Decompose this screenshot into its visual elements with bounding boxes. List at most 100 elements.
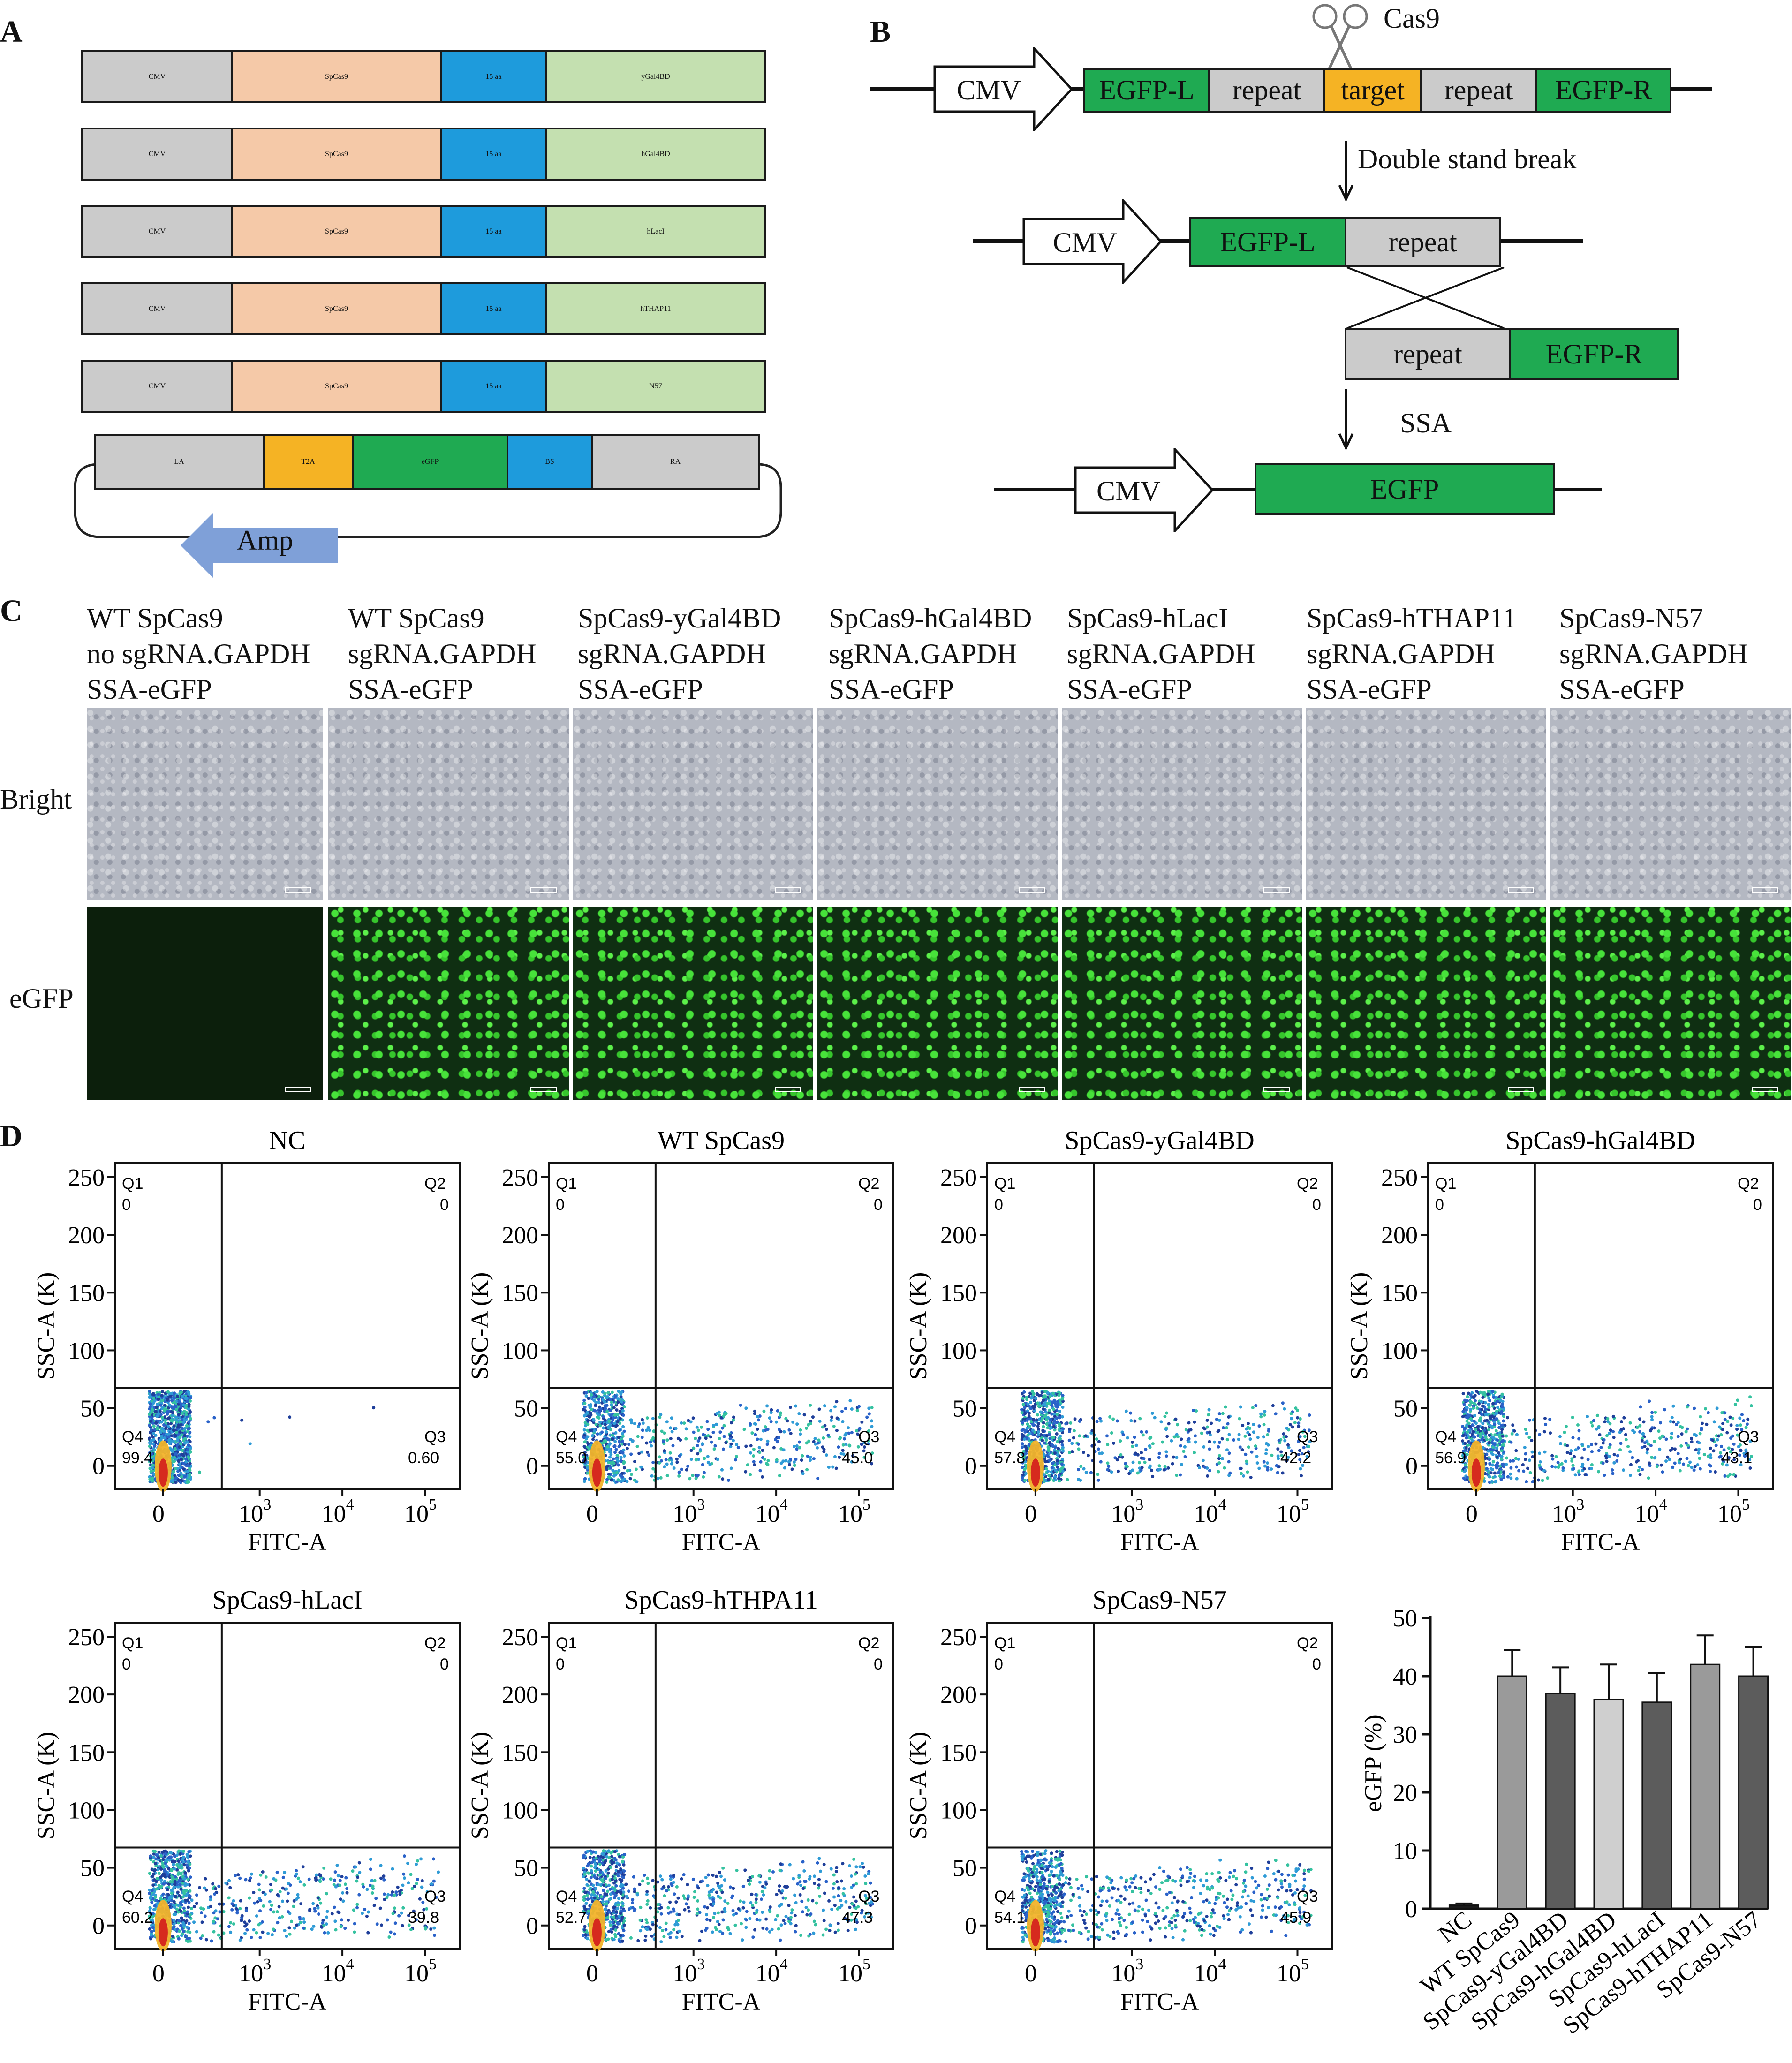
x-axis-label: FITC-A [682, 1988, 761, 2014]
x-tick-label: 104 [756, 1956, 788, 1987]
y-axis-label: SSC-A (K) [33, 1732, 60, 1840]
x-tick-label: 105 [1277, 1956, 1309, 1987]
x-axis-label: FITC-A [248, 1988, 327, 2014]
egfp-fluorescence-image [1550, 907, 1791, 1100]
bar [1738, 1675, 1769, 1910]
flow-plot-title: WT SpCas9 [658, 1126, 785, 1155]
y-tick-label: 100 [502, 1797, 538, 1824]
x-tick-label: 103 [239, 1956, 271, 1987]
density-dots [1461, 1390, 1753, 1492]
plot-frame [986, 1622, 1333, 1950]
quadrant-label: 0 [440, 1655, 449, 1673]
y-tick-label: 100 [1381, 1338, 1418, 1364]
quadrant-label: Q2 [1738, 1175, 1759, 1193]
panel-label-b: B [870, 15, 891, 49]
quadrant-label: 52.7 [556, 1909, 587, 1927]
construct-row: CMV SpCas9 15 aa hLacI [81, 205, 766, 258]
column-header: SpCas9-hLacI sgRNA.GAPDH SSA-eGFP [1067, 603, 1255, 705]
cas9-label: Cas9 [1384, 3, 1440, 34]
cmv-block: CMV [83, 129, 233, 179]
ssa-label: SSA [1400, 408, 1452, 438]
bright-field-image [573, 708, 813, 900]
flow-plot-title: SpCas9-N57 [1092, 1586, 1226, 1615]
bar [1448, 1904, 1479, 1910]
y-axis-label: SSC-A (K) [467, 1732, 493, 1840]
spcas9-block: SpCas9 [233, 52, 442, 101]
quadrant-label: Q2 [1297, 1175, 1318, 1193]
y-tick-label: 200 [68, 1222, 105, 1249]
quadrant-label: Q4 [122, 1888, 143, 1905]
cmv-promoter-arrow [933, 47, 1074, 131]
quadrant-label: 55.0 [556, 1449, 587, 1467]
y-tick-label: 0 [1406, 1453, 1418, 1480]
quadrant-label: Q2 [858, 1634, 879, 1652]
quadrant-label: 45.9 [1280, 1909, 1311, 1927]
x-axis-label: FITC-A [248, 1529, 327, 1555]
density-dots [582, 1390, 874, 1492]
bar-y-tick: 50 [1393, 1605, 1417, 1632]
construct-row: CMV SpCas9 15 aa yGal4BD [81, 50, 766, 103]
egfp-fluorescence-image [328, 907, 569, 1100]
y-tick-label: 0 [965, 1913, 977, 1940]
fusion-block: hGal4BD [547, 129, 764, 179]
x-tick-label: 105 [404, 1496, 437, 1527]
y-tick-label: 200 [502, 1222, 538, 1249]
quadrant-label: 0 [122, 1196, 131, 1214]
donor-construct: LA T2A eGFP BS RA [94, 434, 760, 490]
y-tick-label: 100 [940, 1338, 977, 1364]
x-tick-label: 103 [1552, 1496, 1584, 1527]
y-tick-label: 150 [68, 1280, 105, 1307]
x-axis-label: FITC-A [682, 1529, 761, 1555]
fusion-block: hTHAP11 [547, 284, 764, 333]
cmv-block: CMV [83, 284, 233, 333]
quadrant-label: Q3 [424, 1888, 446, 1905]
cmv-label: CMV [1096, 476, 1161, 506]
spcas9-block: SpCas9 [233, 362, 442, 411]
x-axis-label: FITC-A [1120, 1529, 1199, 1555]
y-tick-label: 200 [502, 1682, 538, 1708]
spcas9-block: SpCas9 [233, 129, 442, 179]
x-axis-label: FITC-A [1120, 1988, 1199, 2014]
bs-block: BS [508, 436, 593, 488]
quadrant-label: Q4 [1435, 1428, 1456, 1446]
bar-y-tick: 0 [1405, 1896, 1417, 1923]
quadrant-label: 0 [874, 1196, 883, 1214]
x-tick-label: 0 [1466, 1501, 1478, 1527]
cmv-promoter-arrow [1022, 199, 1163, 284]
cmv-promoter-arrow [1074, 448, 1214, 532]
quadrant-label: 57.8 [994, 1449, 1025, 1467]
quadrant-label: 0 [440, 1196, 449, 1214]
bright-field-image [87, 708, 323, 900]
quadrant-label: 0 [122, 1655, 131, 1673]
y-tick-label: 200 [940, 1682, 977, 1708]
quadrant-label: Q2 [858, 1175, 879, 1193]
x-tick-label: 103 [1111, 1956, 1143, 1987]
egfp-r-block: EGFP-R [1535, 68, 1671, 113]
y-axis-label: SSC-A (K) [467, 1272, 493, 1380]
quadrant-label: 0.60 [408, 1449, 439, 1467]
y-axis-label: SSC-A (K) [33, 1272, 60, 1380]
flow-plot: SpCas9-hGal4BD Q1 0 Q2 0 Q4 56.9 Q3 43.1 250 200 15… [1346, 1126, 1774, 1555]
t2a-block: T2A [265, 436, 354, 488]
construct-row: CMV SpCas9 15 aa hGal4BD [81, 128, 766, 181]
quadrant-label: 99.4 [122, 1449, 153, 1467]
y-tick-label: 250 [1381, 1164, 1418, 1191]
quadrant-label: Q1 [122, 1634, 143, 1652]
density-dots [1020, 1849, 1313, 1952]
y-tick-label: 50 [80, 1855, 105, 1882]
y-tick-label: 150 [502, 1280, 538, 1307]
x-tick-label: 0 [152, 1960, 165, 1987]
y-tick-label: 50 [953, 1396, 977, 1422]
y-tick-label: 250 [68, 1164, 105, 1191]
column-header: WT SpCas9 sgRNA.GAPDH SSA-eGFP [348, 603, 537, 705]
quadrant-label: 0 [994, 1196, 1003, 1214]
quadrant-label: 60.2 [122, 1909, 153, 1927]
flow-plot: SpCas9-N57 Q1 0 Q2 0 Q4 54.1 Q3 45.9 250 200 150 100… [905, 1586, 1333, 2014]
y-tick-label: 100 [940, 1797, 977, 1824]
x-tick-label: 103 [673, 1496, 705, 1527]
linker-block: 15 aa [442, 284, 547, 333]
y-tick-label: 250 [68, 1624, 105, 1651]
x-tick-label: 104 [1194, 1956, 1226, 1987]
quadrant-label: Q1 [122, 1175, 143, 1193]
